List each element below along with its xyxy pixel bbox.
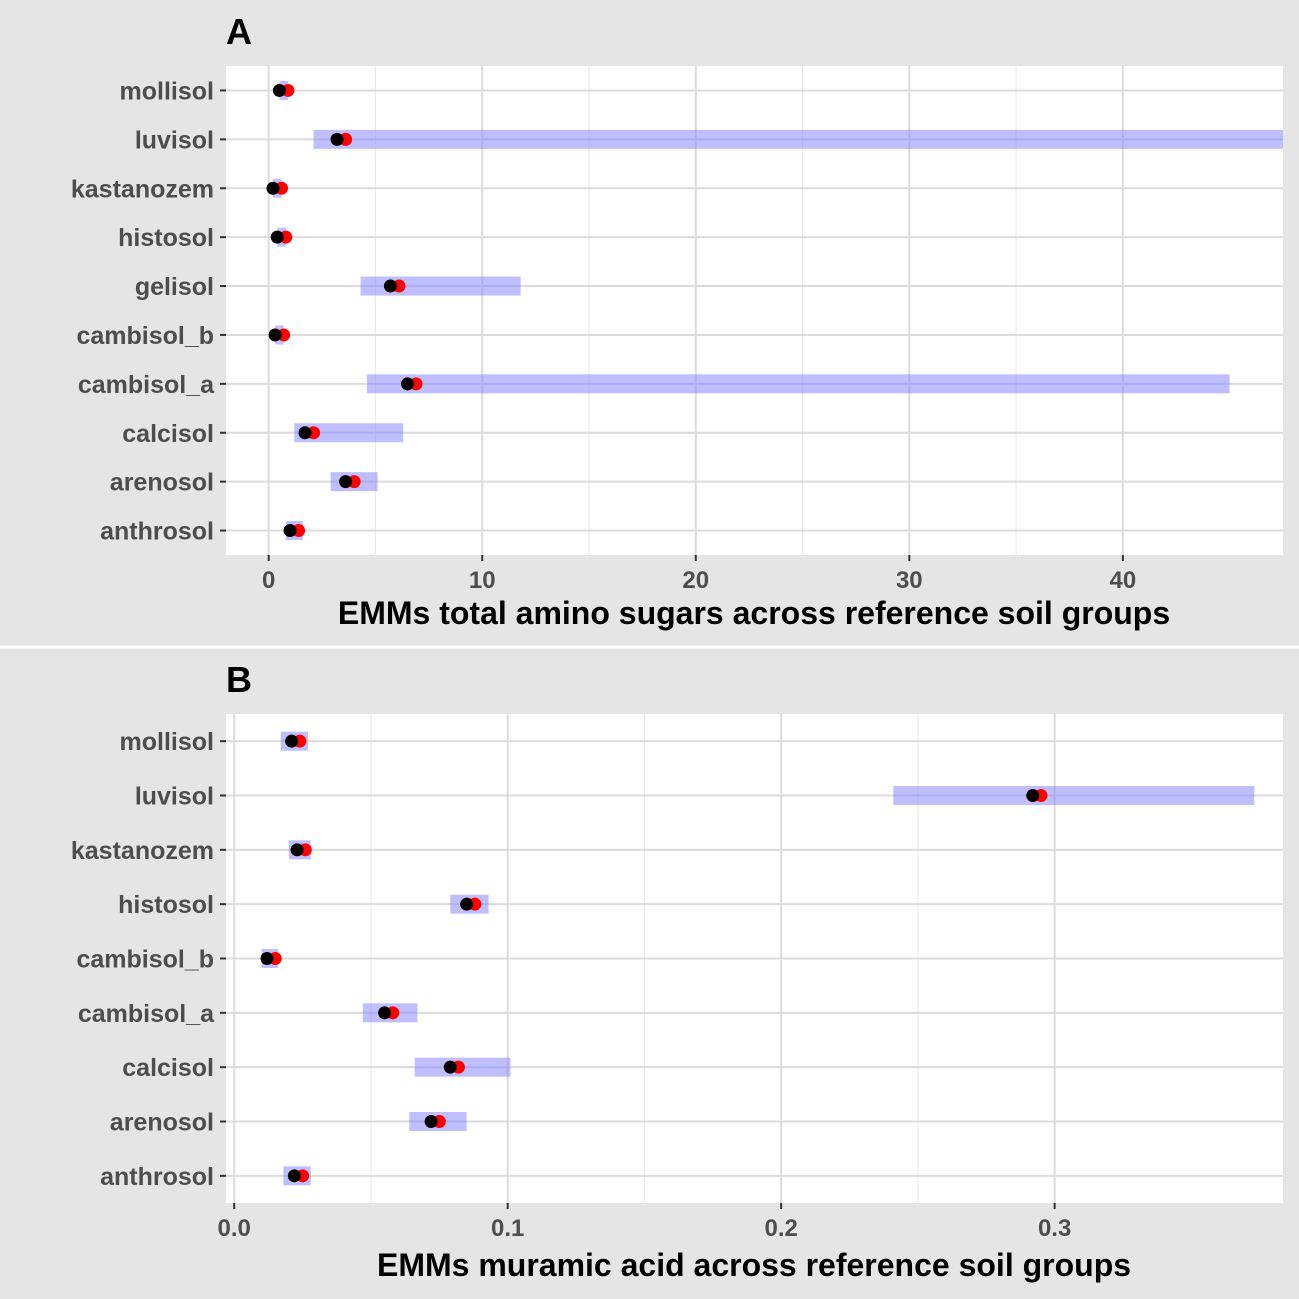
x-tick-label: 40 [1109,567,1136,594]
y-tick-label: luvisol [135,126,214,154]
ci-band [893,786,1255,805]
y-tick-label: cambisol_a [78,371,215,399]
x-tick-label: 0.2 [764,1215,797,1242]
y-tick-label: cambisol_a [78,1000,215,1028]
emm-point [266,181,280,195]
y-tick-label: kastanozem [71,837,214,865]
emm-point [443,1060,457,1074]
panel-b-x-tick-labels: 0.0 0.1 0.2 0.3 [218,1203,1071,1242]
y-tick-label: anthrosol [100,518,214,546]
x-tick-label: 0.1 [491,1215,524,1242]
y-tick-label: cambisol_b [76,946,214,974]
emm-point [283,524,297,538]
emm-point [287,1169,301,1183]
emm-point [285,734,299,748]
ci-band [313,129,1283,149]
y-tick-label: luvisol [135,783,214,811]
emm-point [1026,789,1040,802]
panel-b-x-axis-title: EMMs muramic acid across reference soil … [377,1247,1131,1283]
emm-point [378,1006,392,1020]
y-tick-label: calcisol [122,1054,214,1082]
emm-point [298,426,312,440]
panel-a-label: A [226,11,252,52]
x-tick-label: 20 [682,567,709,594]
y-tick-label: calcisol [122,420,214,448]
emm-point [401,377,415,391]
emm-point [272,83,286,97]
panel-a-y-tick-labels: mollisol luvisol kastanozem histosol gelisol… [71,77,226,546]
y-tick-label: mollisol [120,728,214,756]
panel-b-y-tick-labels: mollisol luvisol kastanozem histosol cambiso… [71,728,226,1191]
emm-point [383,279,397,293]
panel-a: A mollisol luvisol kastanozem histosol gelis… [71,11,1283,631]
x-tick-label: 10 [469,567,496,594]
panel-a-points [266,83,423,538]
panel-a-x-axis-title: EMMs total amino sugars across reference… [338,595,1170,631]
panel-b-points [260,734,1048,1183]
y-tick-label: histosol [118,891,214,919]
panel-b-label: B [226,659,252,700]
panel-b: B mollisol luvisol kastanozem histosol cambi… [71,659,1283,1283]
emm-point [339,475,353,489]
emm-point [290,843,304,857]
x-tick-label: 0.0 [218,1215,251,1242]
emm-point [460,897,474,911]
panel-a-x-tick-labels: 0 10 20 30 40 [262,555,1136,594]
x-tick-label: 0.3 [1038,1215,1071,1242]
x-tick-label: 30 [896,567,923,594]
panel-a-ci-bands [272,80,1283,541]
emm-point [270,230,284,244]
y-tick-label: gelisol [135,273,214,301]
ci-band [294,423,404,443]
y-tick-label: histosol [118,224,214,252]
y-tick-label: arenosol [110,469,214,497]
emm-point [260,952,274,965]
emm-point [330,132,344,146]
y-tick-label: kastanozem [71,175,214,203]
x-tick-label: 0 [262,567,275,594]
y-tick-label: arenosol [110,1109,214,1137]
emm-point [268,328,282,342]
y-tick-label: mollisol [120,77,214,105]
y-tick-label: cambisol_b [76,322,214,350]
emm-point [424,1115,438,1128]
y-tick-label: anthrosol [100,1163,214,1191]
ci-band [366,374,1230,394]
